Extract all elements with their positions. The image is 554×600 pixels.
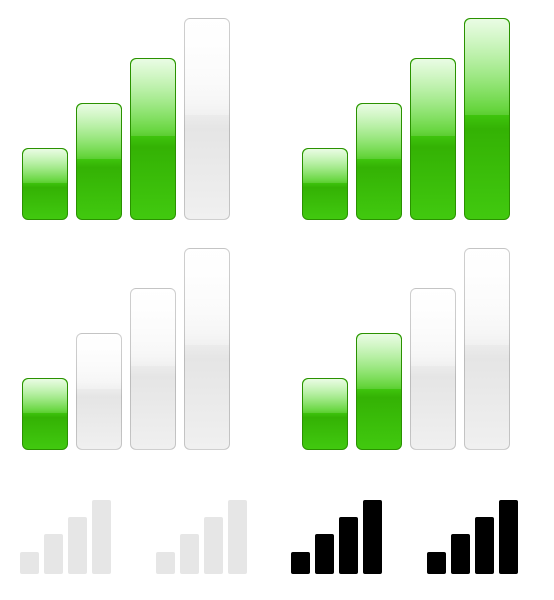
signal-bar-flat-icon [291, 552, 310, 574]
signal-bar-icon [302, 148, 348, 220]
signal-bar-flat-icon [92, 500, 111, 574]
signal-bar-icon [356, 333, 402, 450]
signal-bar-icon [184, 248, 230, 450]
signal-indicator-flat-gray [156, 500, 264, 574]
signal-indicator-level-3 [22, 10, 252, 220]
signal-bar-icon [130, 58, 176, 220]
signal-bar-icon [410, 288, 456, 450]
signal-bar-flat-icon [427, 552, 446, 574]
signal-bar-flat-icon [228, 500, 247, 574]
signal-bar-flat-icon [180, 534, 199, 574]
signal-bar-icon [22, 378, 68, 450]
signal-bar-flat-icon [339, 517, 358, 574]
signal-bar-icon [184, 18, 230, 220]
signal-bar-flat-icon [20, 552, 39, 574]
signal-bar-flat-icon [475, 517, 494, 574]
signal-bar-icon [464, 18, 510, 220]
signal-indicator-level-1 [22, 240, 252, 450]
signal-indicator-flat-gray [20, 500, 128, 574]
signal-bar-icon [76, 333, 122, 450]
signal-indicator-level-4 [302, 10, 532, 220]
signal-bar-flat-icon [156, 552, 175, 574]
signal-bar-icon [22, 148, 68, 220]
signal-bar-flat-icon [44, 534, 63, 574]
signal-bar-flat-icon [499, 500, 518, 574]
signal-bar-flat-icon [315, 534, 334, 574]
signal-strength-icon-set: { "type": "infographic", "description": … [0, 0, 554, 600]
signal-bar-icon [410, 58, 456, 220]
signal-bar-flat-icon [363, 500, 382, 574]
signal-bar-icon [464, 248, 510, 450]
signal-indicator-flat-black [427, 500, 535, 574]
signal-indicator-level-2 [302, 240, 532, 450]
signal-bar-flat-icon [204, 517, 223, 574]
signal-indicator-flat-black [291, 500, 399, 574]
small-indicators-row [20, 500, 534, 574]
signal-bar-icon [76, 103, 122, 220]
signal-bar-icon [302, 378, 348, 450]
signal-bar-icon [130, 288, 176, 450]
main-indicators-grid [22, 10, 532, 450]
signal-bar-flat-icon [451, 534, 470, 574]
signal-bar-icon [356, 103, 402, 220]
signal-bar-flat-icon [68, 517, 87, 574]
